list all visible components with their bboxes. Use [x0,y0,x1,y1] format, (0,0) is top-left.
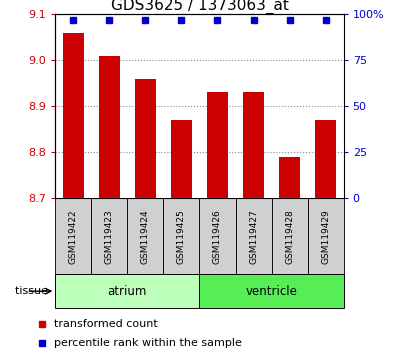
Bar [207,92,228,198]
Bar [164,198,199,274]
Bar [99,56,120,198]
Text: transformed count: transformed count [54,319,158,329]
Bar [308,198,344,274]
Bar [55,274,199,308]
Bar [199,274,344,308]
Text: GSM119422: GSM119422 [69,209,78,264]
Text: GSM119423: GSM119423 [105,209,114,264]
Text: GSM119427: GSM119427 [249,209,258,264]
Bar [91,198,127,274]
Text: atrium: atrium [108,285,147,298]
Bar [199,198,235,274]
Text: tissue: tissue [15,286,51,296]
Bar [279,157,300,198]
Bar [315,120,337,198]
Text: GSM119424: GSM119424 [141,209,150,264]
Text: ventricle: ventricle [246,285,297,298]
Bar [135,79,156,198]
Bar [55,198,91,274]
Text: GSM119426: GSM119426 [213,209,222,264]
Bar [127,198,164,274]
Bar [235,198,272,274]
Bar [171,120,192,198]
Bar [62,33,84,198]
Text: GSM119425: GSM119425 [177,209,186,264]
Bar [243,92,264,198]
Text: GSM119428: GSM119428 [285,209,294,264]
Text: percentile rank within the sample: percentile rank within the sample [54,338,242,348]
Bar [272,198,308,274]
Text: GSM119429: GSM119429 [321,209,330,264]
Title: GDS3625 / 1373063_at: GDS3625 / 1373063_at [111,0,288,14]
